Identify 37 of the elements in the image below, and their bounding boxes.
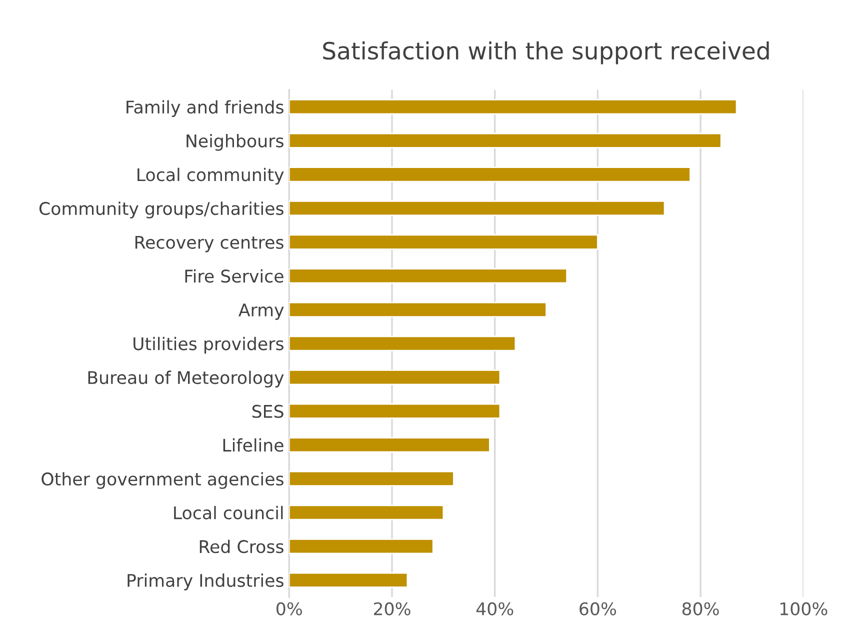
- chart-title: Satisfaction with the support received: [323, 41, 769, 64]
- x-tick-label: 100%: [780, 602, 828, 616]
- bar: [289, 470, 454, 487]
- bar: [289, 166, 691, 182]
- y-tick-label: Community groups/charities: [39, 202, 284, 218]
- x-tick-label: 80%: [682, 602, 719, 616]
- bar: [289, 369, 501, 386]
- y-tick-label: SES: [252, 404, 284, 418]
- bar: [289, 234, 598, 250]
- y-tick-label: Lifeline: [223, 438, 284, 452]
- x-tick-label: 20%: [374, 602, 410, 616]
- bar: [289, 132, 722, 148]
- x-tick-label: 0%: [276, 602, 302, 616]
- bar: [289, 504, 444, 520]
- bar: [289, 437, 490, 453]
- x-tick-label: 60%: [580, 602, 616, 616]
- bar: [289, 538, 434, 554]
- y-tick-label: Fire Service: [185, 269, 284, 283]
- y-tick-label: Primary Industries: [128, 574, 284, 590]
- bar: [289, 572, 408, 588]
- y-tick-label: Bureau of Meteorology: [88, 370, 284, 388]
- y-tick-label: Red Cross: [200, 540, 284, 554]
- x-tick-label: 40%: [476, 602, 514, 616]
- y-tick-label: Army: [238, 304, 284, 320]
- bar: [289, 268, 568, 284]
- bar: [289, 403, 501, 419]
- bar: [289, 336, 516, 352]
- y-tick-label: Utilities providers: [134, 336, 284, 354]
- y-tick-label: Local community: [138, 168, 284, 185]
- y-tick-label: Neighbours: [186, 134, 284, 151]
- y-tick-label: Recovery centres: [135, 236, 284, 252]
- bar: [289, 200, 666, 216]
- y-tick-label: Local council: [174, 506, 283, 520]
- y-tick-label: Family and friends: [126, 100, 284, 117]
- bar: [289, 302, 547, 318]
- bar: [289, 98, 738, 115]
- y-tick-label: Other government agencies: [42, 472, 284, 489]
